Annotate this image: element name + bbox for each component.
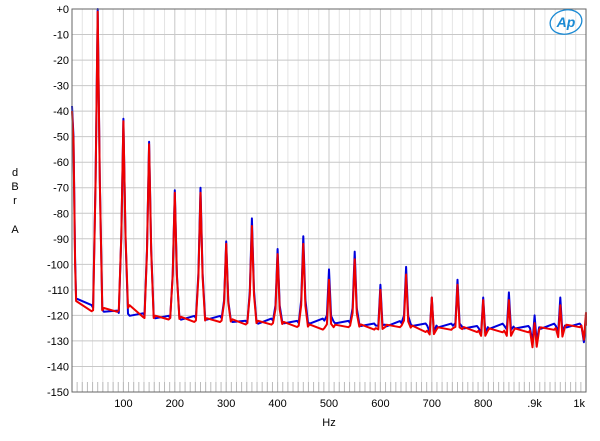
y-axis-label-letter: r bbox=[13, 195, 17, 207]
y-tick-label: -90 bbox=[53, 234, 69, 246]
y-tick-label: -80 bbox=[53, 208, 69, 220]
x-tick-label: 200 bbox=[166, 398, 184, 410]
logo-ring bbox=[549, 9, 583, 35]
y-tick-label: -50 bbox=[53, 132, 69, 144]
x-tick-label: 100 bbox=[114, 398, 132, 410]
y-axis-label: d B r A bbox=[11, 167, 19, 236]
x-tick-label: 500 bbox=[320, 398, 338, 410]
y-tick-label: -120 bbox=[47, 310, 69, 322]
series-line-2 bbox=[71, 10, 587, 349]
y-tick-label: -100 bbox=[47, 259, 69, 271]
series-layer bbox=[71, 8, 587, 349]
logo-text: Ap bbox=[556, 14, 576, 30]
y-axis-label-letter: A bbox=[11, 224, 19, 236]
x-tick-label: .9k bbox=[527, 398, 542, 410]
y-tick-label: -30 bbox=[53, 81, 69, 93]
ap-logo: Ap bbox=[549, 9, 583, 35]
y-tick-label: -10 bbox=[53, 30, 69, 42]
y-tick-label: -130 bbox=[47, 336, 69, 348]
y-axis-label-letter: B bbox=[11, 181, 18, 193]
x-tick-label: 600 bbox=[371, 398, 389, 410]
y-tick-label: -20 bbox=[53, 55, 69, 67]
tick-layer: +0 -10 -20 -30 -40 -50 -60 -70 -80 -90 -100 -110 -12… bbox=[47, 4, 586, 410]
y-tick-label: -110 bbox=[48, 285, 69, 297]
y-axis-label-letter: d bbox=[12, 167, 18, 179]
x-tick-label: 1k bbox=[573, 398, 585, 410]
x-tick-label: 700 bbox=[423, 398, 441, 410]
y-tick-label: -70 bbox=[53, 183, 69, 195]
y-tick-label: -60 bbox=[53, 157, 69, 169]
x-tick-label: 800 bbox=[474, 398, 492, 410]
y-tick-label: -40 bbox=[53, 106, 69, 118]
x-tick-label: 400 bbox=[268, 398, 286, 410]
x-axis-label: Hz bbox=[322, 417, 335, 429]
x-tick-label: 300 bbox=[217, 398, 235, 410]
y-tick-label: -140 bbox=[47, 361, 69, 373]
y-tick-label: +0 bbox=[56, 4, 69, 16]
plot-frame bbox=[71, 8, 587, 393]
y-tick-label: -150 bbox=[47, 387, 69, 399]
